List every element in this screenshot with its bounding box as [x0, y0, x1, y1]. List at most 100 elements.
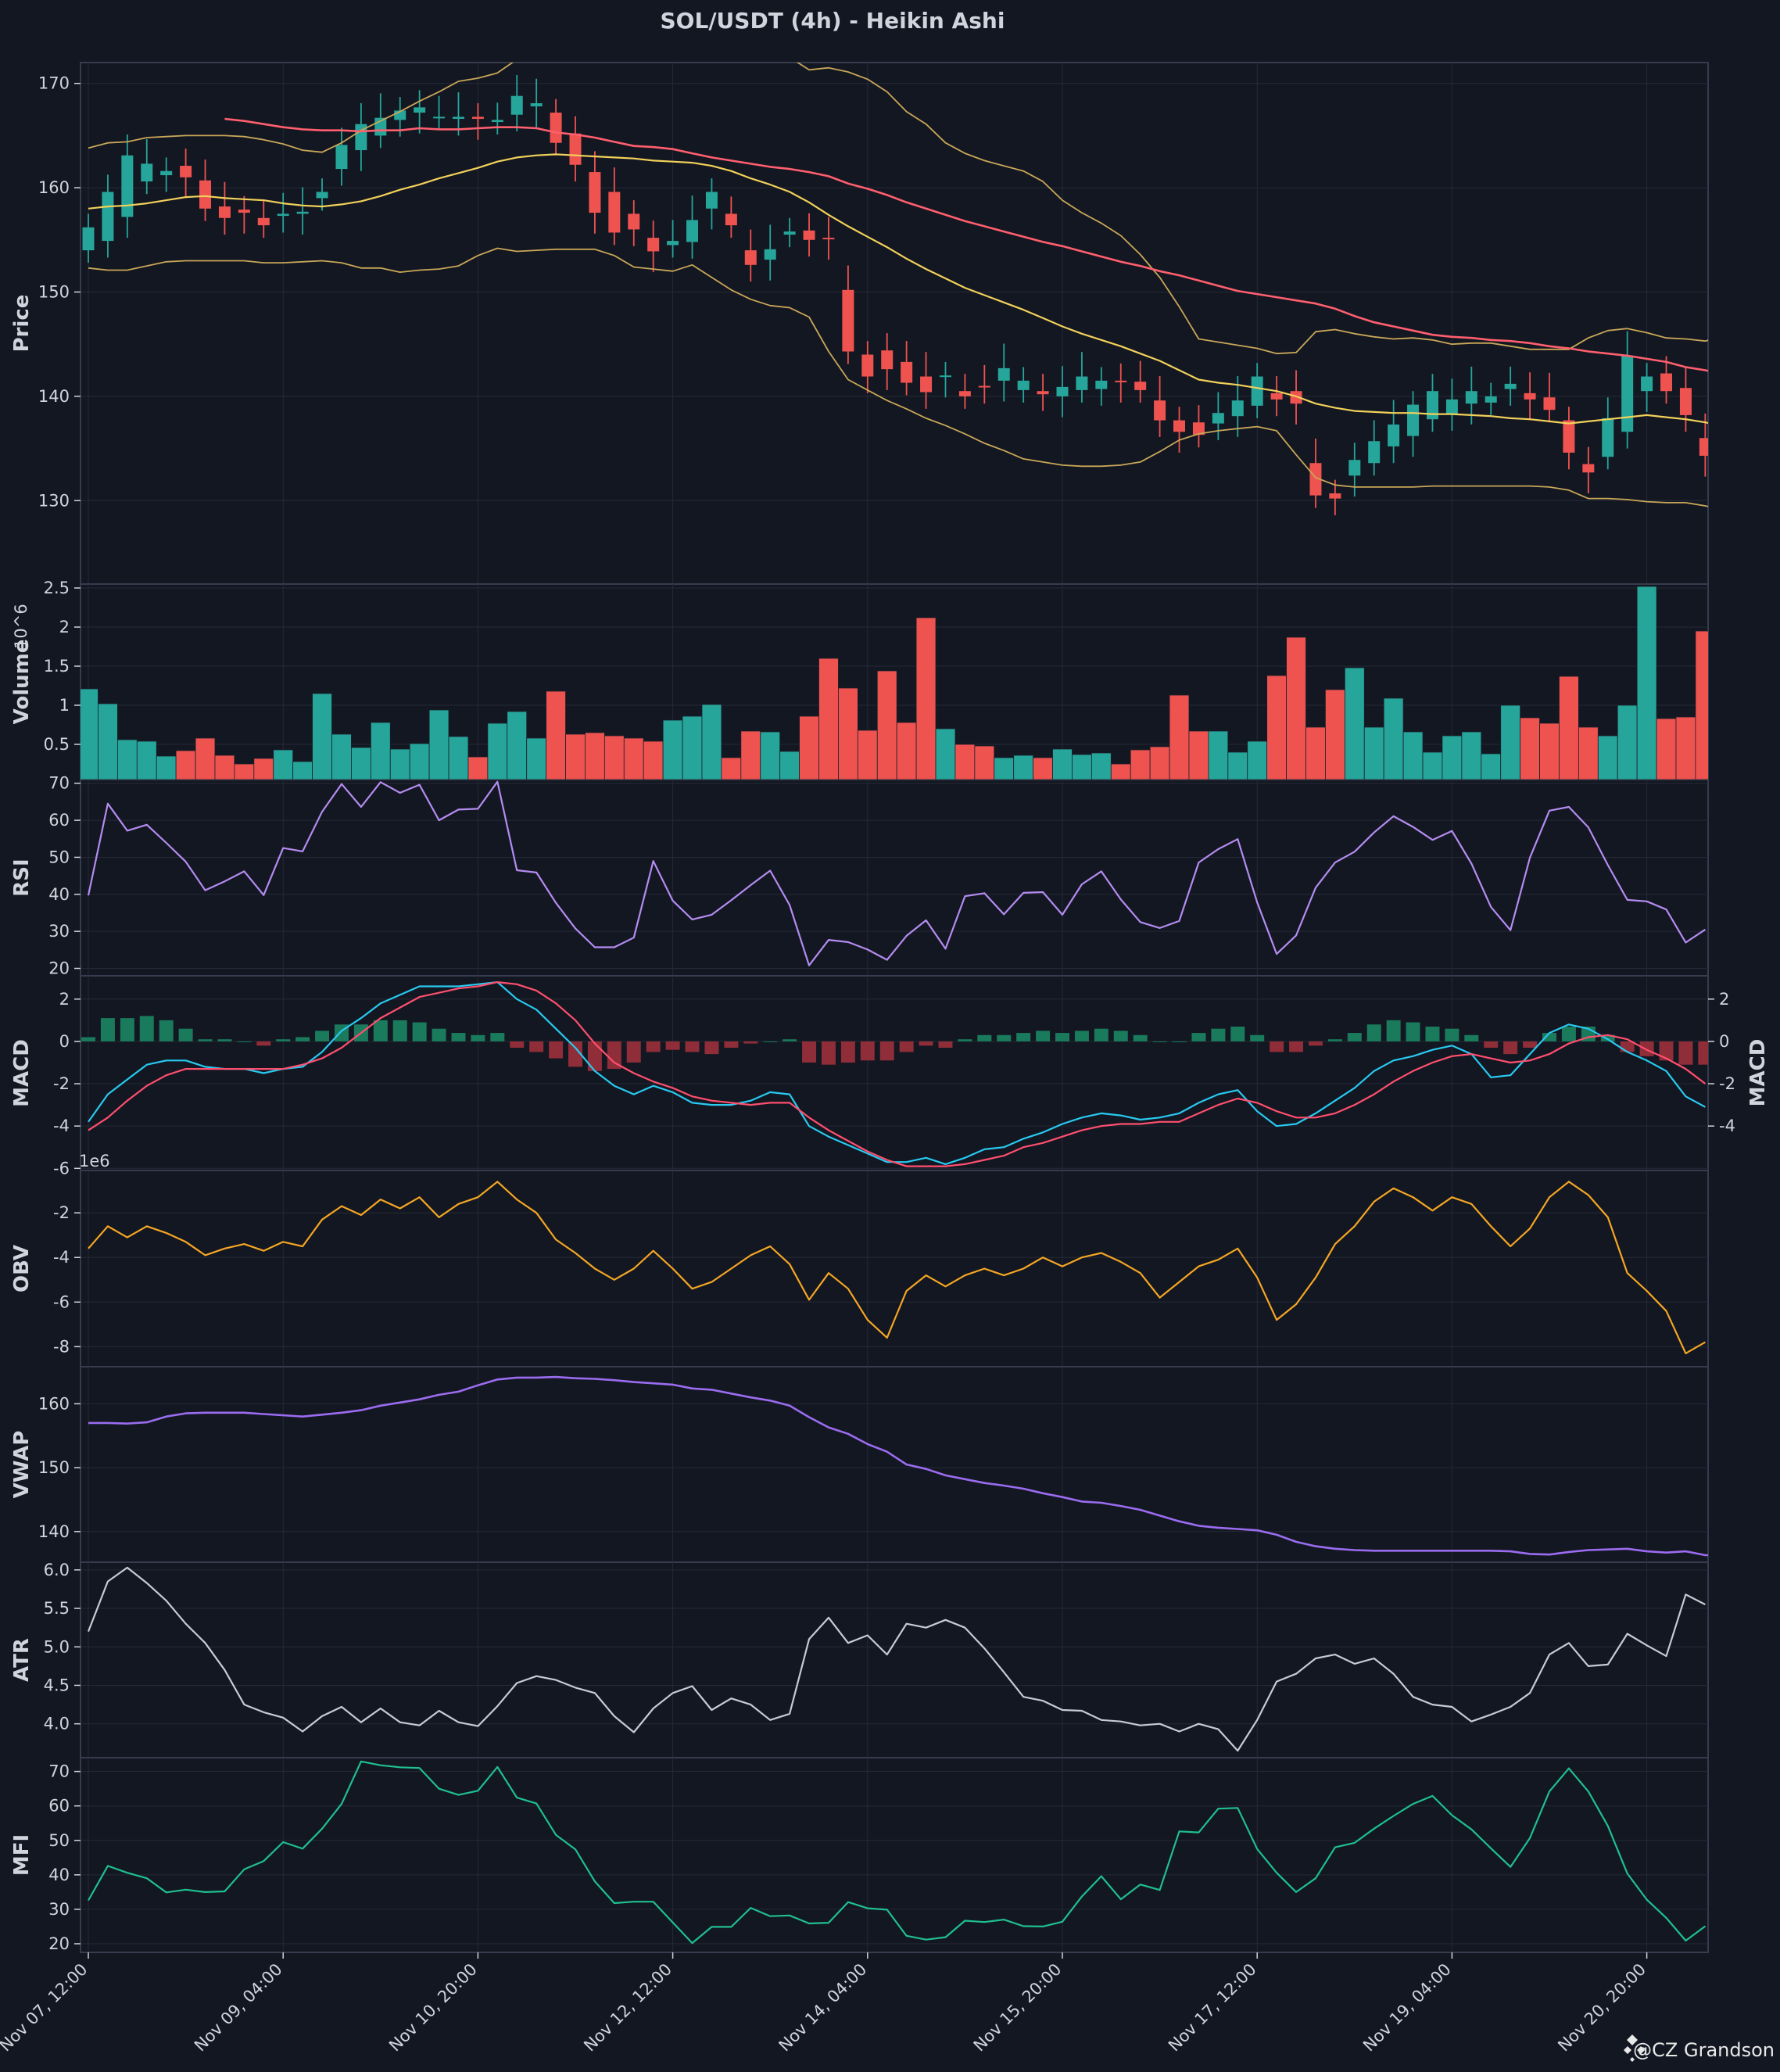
- volume-bar: [760, 731, 781, 780]
- macd-hist-bar: [432, 1028, 446, 1041]
- volume-bar: [954, 744, 976, 780]
- rsi-tick-label: 40: [48, 885, 70, 904]
- candle-body: [1504, 383, 1517, 389]
- candle-body: [491, 120, 503, 123]
- macd-right-ylabel: MACD: [1746, 1039, 1770, 1107]
- candle-body: [1309, 463, 1322, 496]
- atr-tick-label: 5.5: [44, 1599, 70, 1618]
- macd-hist-bar: [1211, 1028, 1226, 1041]
- candle-body: [1212, 413, 1224, 424]
- volume-bar: [1363, 726, 1384, 780]
- candle-body: [1368, 441, 1381, 464]
- macd-hist-bar: [1347, 1033, 1362, 1041]
- candle-body: [901, 361, 913, 383]
- price-tick-label: 140: [38, 387, 70, 406]
- macd-hist-bar: [529, 1041, 544, 1052]
- candle-body: [1485, 396, 1497, 403]
- macd-hist-bar: [1270, 1041, 1284, 1052]
- vwap-panel-frame: [80, 1366, 1709, 1563]
- volume-bar: [1520, 717, 1540, 780]
- macd-hist-bar: [510, 1041, 525, 1049]
- macd-tick-label: -6: [53, 1159, 70, 1178]
- volume-bar: [156, 755, 177, 780]
- macd-hist-bar: [159, 1020, 174, 1041]
- volume-bar: [1052, 748, 1073, 780]
- candle-body: [881, 350, 894, 370]
- macd-hist-bar: [315, 1031, 330, 1041]
- candle-body: [1037, 391, 1049, 395]
- atr-tick-label: 6.0: [44, 1561, 70, 1579]
- macd-hist-bar: [392, 1020, 407, 1041]
- candle-body: [1543, 397, 1556, 410]
- x-tick-label: Nov 12, 12:00: [580, 1960, 675, 2056]
- volume-bar: [428, 709, 449, 780]
- obv-tick-label: -2: [53, 1203, 70, 1222]
- macd-hist-bar: [1230, 1026, 1245, 1041]
- obv-tick-label: -4: [53, 1248, 70, 1267]
- volume-bar: [253, 758, 274, 780]
- volume-bar: [896, 722, 917, 780]
- macd-hist-bar: [802, 1041, 817, 1063]
- price-tick-label: 170: [38, 74, 70, 93]
- lower-band-line: [88, 247, 1708, 507]
- volume-bar: [799, 715, 819, 780]
- volume-bar: [1675, 716, 1696, 780]
- macd-hist-bar: [1639, 1041, 1654, 1056]
- macd-hist-bar: [1074, 1031, 1089, 1041]
- macd-hist-bar: [743, 1041, 758, 1044]
- candle-body: [1270, 393, 1283, 400]
- volume-bar: [273, 749, 294, 780]
- obv-ylabel: OBV: [10, 1245, 34, 1292]
- macd-hist-bar: [1698, 1041, 1708, 1065]
- atr-panel-frame: [80, 1561, 1709, 1758]
- macd-hist-bar: [256, 1041, 271, 1046]
- macd-hist-bar: [120, 1018, 134, 1041]
- candle-body: [958, 391, 971, 396]
- candle-body: [1524, 393, 1536, 400]
- candle-body: [978, 385, 990, 388]
- volume-bar: [389, 748, 410, 780]
- candle-body: [141, 163, 153, 182]
- macd-hist-bar: [1366, 1024, 1381, 1041]
- vwap-ylabel: VWAP: [10, 1431, 34, 1499]
- candle-body: [1348, 460, 1361, 476]
- rsi-tick-label: 30: [48, 922, 70, 941]
- volume-bar: [643, 740, 664, 780]
- volume-bar: [838, 687, 858, 780]
- volume-bar: [1695, 630, 1708, 780]
- macd-hist-bar: [704, 1041, 719, 1055]
- volume-bar: [876, 670, 897, 780]
- rsi-tick-label: 60: [48, 811, 70, 830]
- price-panel-frame: [80, 62, 1709, 585]
- candle-body: [1076, 376, 1088, 390]
- volume-bar: [195, 737, 216, 780]
- volume-bar: [1461, 731, 1482, 780]
- macd-tick-label: -4: [53, 1117, 70, 1135]
- volume-bar: [701, 704, 722, 780]
- candle-body: [705, 192, 718, 209]
- macd-hist-bar: [860, 1041, 875, 1061]
- mfi-tick-label: 20: [48, 1934, 70, 1953]
- volume-tick-label: 1: [59, 696, 70, 715]
- volume-bar: [331, 733, 352, 780]
- vwap-tick-label: 140: [38, 1522, 70, 1541]
- candle-body: [1290, 391, 1302, 404]
- volume-bar: [98, 703, 118, 780]
- volume-bar: [214, 755, 235, 780]
- x-tick-label: Nov 10, 20:00: [385, 1960, 481, 2056]
- volume-bar: [370, 722, 391, 780]
- volume-tick-label: 1.5: [44, 657, 70, 676]
- mfi-line: [88, 1760, 1707, 1945]
- macd-hist-bar: [549, 1041, 564, 1059]
- volume-ylabel: Volume: [10, 640, 34, 725]
- macd-hist-bar: [471, 1034, 485, 1041]
- candle-body: [569, 133, 582, 165]
- volume-bar: [81, 688, 98, 780]
- obv-scale-label: 1e6: [79, 1152, 110, 1170]
- macd-hist-bar: [451, 1033, 466, 1041]
- candle-body: [1056, 386, 1069, 396]
- volume-bar: [1013, 755, 1034, 780]
- macd-hist-bar: [81, 1037, 95, 1041]
- macd-hist-bar: [1133, 1034, 1148, 1041]
